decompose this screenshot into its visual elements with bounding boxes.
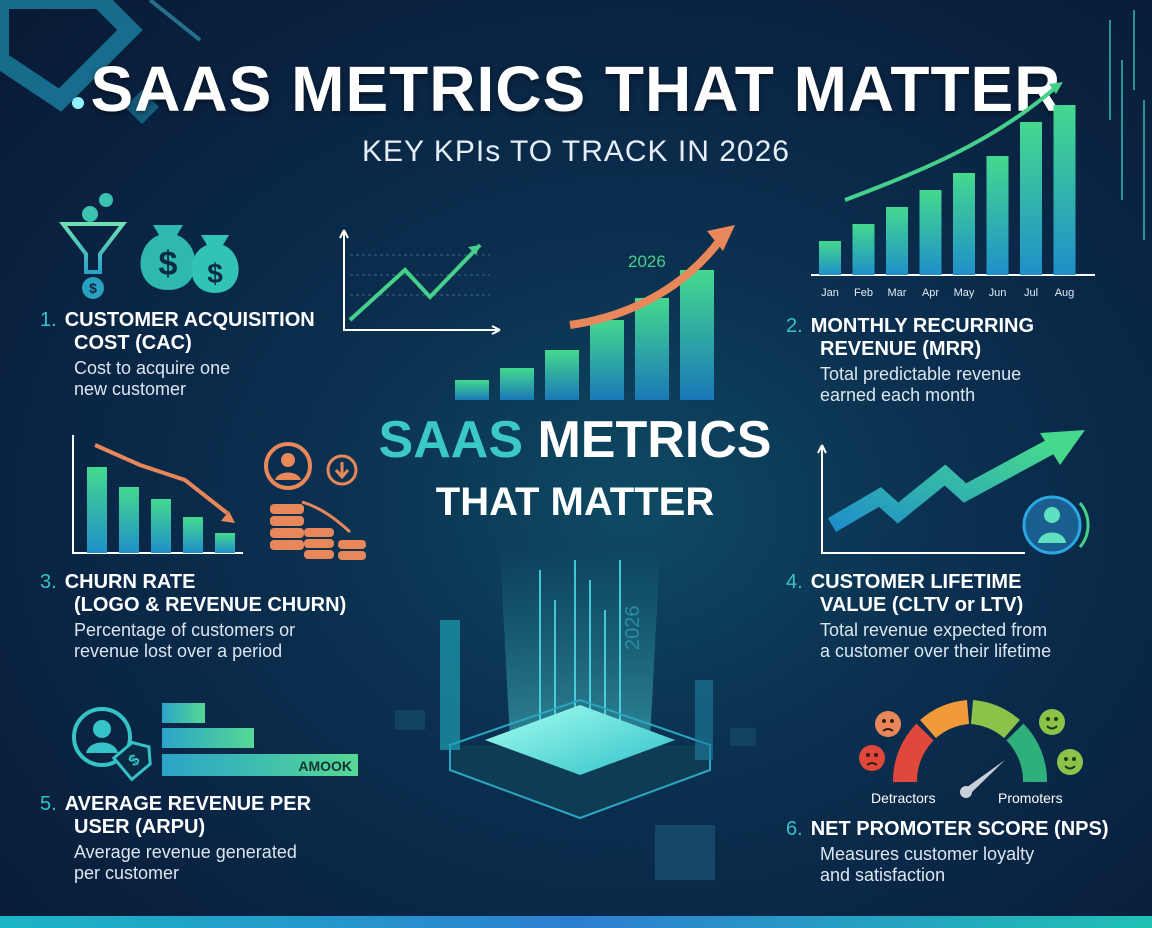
cac-trend-chart — [339, 229, 501, 335]
corner-decoration — [0, 0, 202, 124]
mrr-bar-jan — [819, 241, 841, 275]
page-title: SAAS METRICS THAT MATTER — [90, 53, 1062, 125]
mrr-bar-feb — [852, 224, 875, 275]
svg-text:$: $ — [207, 258, 223, 289]
price-tag-icon: $ — [111, 740, 152, 782]
metric-arpu-desc: Average revenue generated per customer — [74, 842, 297, 883]
mrr-month-label: May — [954, 287, 975, 299]
center-title: SAAS METRICS — [378, 411, 772, 469]
svg-text:$: $ — [89, 280, 97, 296]
funnel-icon: $ — [58, 193, 128, 299]
money-bag-icon: $ $ — [140, 225, 239, 293]
metric-churn: 3. CHURN RATE (LOGO & REVENUE CHURN) Perc… — [40, 571, 346, 662]
metric-arpu: 5. AVERAGE REVENUE PER USER (ARPU) Averag… — [40, 793, 311, 884]
mrr-month-label: Apr — [922, 287, 939, 299]
cltv-chart — [817, 430, 1090, 555]
arpu-bars: AMOOK — [162, 703, 358, 776]
metric-mrr-title: 2. MONTHLY RECURRING REVENUE (MRR) — [786, 315, 1035, 360]
mrr-bar-mar — [886, 207, 908, 275]
metric-cac: 1. CUSTOMER ACQUISITION COST (CAC) Cost t… — [40, 309, 315, 400]
growth-staircase — [455, 225, 735, 400]
mrr-bar-aug — [1053, 105, 1076, 275]
user-icon: $ — [72, 707, 152, 782]
metric-churn-desc: Percentage of customers or revenue lost … — [74, 620, 296, 661]
center-subtitle: THAT MATTER — [435, 480, 715, 524]
nps-gauge — [859, 700, 1083, 798]
metric-cltv-desc: Total revenue expected from a customer o… — [820, 620, 1052, 661]
svg-text:$: $ — [159, 245, 178, 283]
metric-arpu-title: 5. AVERAGE REVENUE PER USER (ARPU) — [40, 793, 312, 838]
mrr-month-label: Jul — [1024, 287, 1038, 299]
metric-nps-desc: Measures customer loyalty and satisfacti… — [820, 844, 1035, 885]
hologram-platform — [395, 550, 756, 880]
year-label: 2026 — [628, 252, 666, 271]
mrr-month-label: Feb — [854, 287, 873, 299]
churn-chart — [72, 435, 243, 554]
light-streaks — [1109, 10, 1145, 240]
vertical-year-label: 2026 — [622, 605, 644, 651]
mrr-month-label: Aug — [1055, 287, 1075, 299]
metric-mrr-desc: Total predictable revenue earned each mo… — [820, 364, 1022, 405]
mrr-month-label: Mar — [888, 287, 907, 299]
mrr-bar-may — [953, 173, 975, 275]
mrr-bar-jun — [986, 156, 1009, 275]
smiley-icon — [859, 709, 1083, 775]
mrr-bar-jul — [1020, 122, 1042, 275]
metric-mrr: 2. MONTHLY RECURRING REVENUE (MRR) Total … — [786, 315, 1034, 406]
metric-nps: 6. NET PROMOTER SCORE (NPS) Measures cust… — [786, 818, 1108, 886]
metric-cac-title: 1. CUSTOMER ACQUISITION COST (CAC) — [40, 309, 315, 354]
mrr-month-label: Jun — [989, 287, 1007, 299]
page-subtitle: KEY KPIs TO TRACK IN 2026 — [362, 135, 790, 168]
mrr-bar-apr — [919, 190, 942, 275]
metric-churn-title: 3. CHURN RATE (LOGO & REVENUE CHURN) — [40, 571, 347, 616]
bottom-accent-bar — [0, 916, 1152, 928]
metric-cltv: 4. CUSTOMER LIFETIME VALUE (CLTV or LTV) … — [786, 571, 1051, 662]
metric-cac-desc: Cost to acquire one new customer — [74, 358, 231, 399]
mrr-month-label: Jan — [821, 287, 839, 299]
nps-detractors-label: Detractors — [871, 790, 936, 806]
nps-promoters-label: Promoters — [998, 790, 1063, 806]
coins-icon — [264, 442, 366, 560]
metric-nps-title: 6. NET PROMOTER SCORE (NPS) — [786, 818, 1109, 840]
arpu-chip-label: AMOOK — [298, 758, 352, 774]
metric-cltv-title: 4. CUSTOMER LIFETIME VALUE (CLTV or LTV) — [786, 571, 1024, 616]
mrr-chart: Jan Feb Mar Apr May Jun Jul Aug — [811, 82, 1095, 299]
